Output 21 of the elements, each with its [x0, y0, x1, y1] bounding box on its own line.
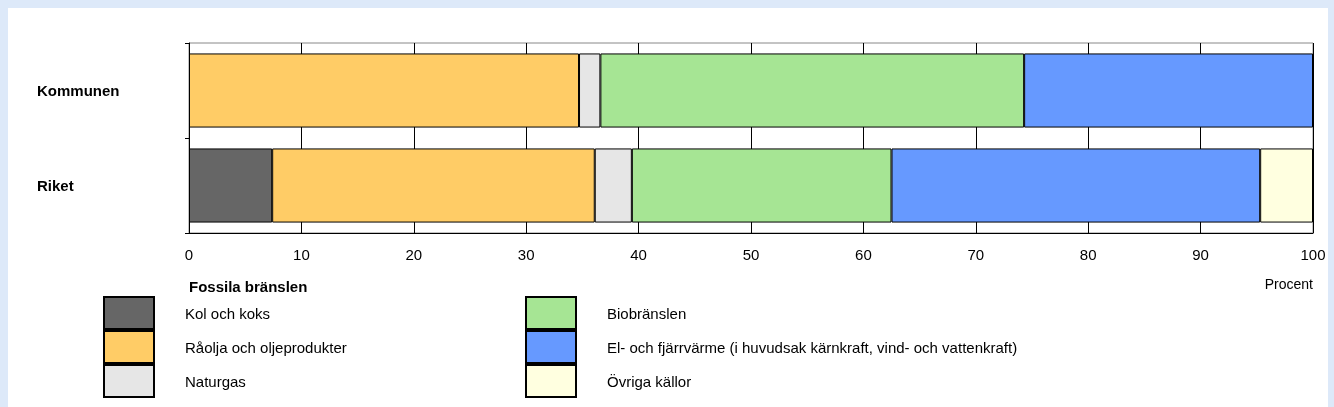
legend-label: Kol och koks: [185, 304, 271, 322]
x-tick-label: 40: [630, 246, 647, 263]
legend-label: Naturgas: [185, 372, 246, 390]
legend-label: Biobränslen: [607, 304, 687, 322]
x-axis-title: Procent: [1264, 276, 1314, 292]
y-tick-label: Kommunen: [37, 82, 120, 99]
x-tick-label: 90: [1192, 246, 1209, 263]
x-tick-label: 30: [517, 246, 535, 263]
legend-label: Övriga källor: [607, 372, 692, 390]
legend-title: Fossila bränslen: [189, 278, 308, 295]
x-tick-label: 100: [1300, 246, 1326, 263]
x-tick-label: 50: [742, 246, 760, 263]
y-tick-label: Riket: [37, 177, 74, 194]
x-tick-label: 60: [855, 246, 872, 263]
x-tick-label: 20: [405, 246, 423, 263]
x-tick-label: 10: [293, 246, 310, 263]
legend-label: Råolja och oljeprodukter: [185, 338, 347, 356]
x-tick-label: 80: [1079, 246, 1097, 263]
legend-label: El- och fjärrvärme (i huvudsak kärnkraft, vind- och vattenkraft): [607, 338, 1018, 356]
x-tick-label: 70: [967, 246, 985, 263]
x-tick-label: 0: [184, 246, 194, 263]
